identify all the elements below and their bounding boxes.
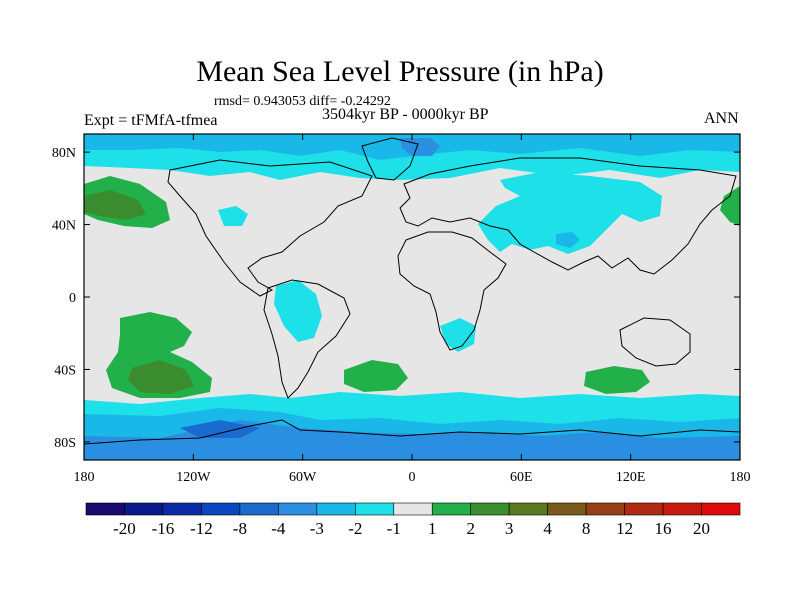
x-axis: 180 120W 60W 0 60E 120E 180 xyxy=(74,134,751,485)
y-tick-label: 0 xyxy=(69,291,76,306)
colorbar-label: 12 xyxy=(616,519,633,538)
y-tick-label: 40N xyxy=(52,219,76,234)
stats-text: rmsd= 0.943053 diff= -0.24292 xyxy=(214,94,391,109)
colorbar-label: 3 xyxy=(505,519,514,538)
colorbar-label: 16 xyxy=(655,519,672,538)
x-tick-label: 120W xyxy=(176,470,211,485)
colorbar: -20 -16 -12 -8 -4 -3 -2 -1 1 2 3 4 8 12 16 20 xyxy=(85,502,741,538)
x-tick-label: 60E xyxy=(510,470,533,485)
colorbar-swatch xyxy=(624,502,664,516)
x-tick-label: 120E xyxy=(616,470,646,485)
colorbar-label: -3 xyxy=(310,519,324,538)
colorbar-swatch xyxy=(547,502,587,516)
colorbar-label: 4 xyxy=(543,519,552,538)
colorbar-label: -2 xyxy=(348,519,362,538)
coast-greenland xyxy=(361,137,419,181)
coast-africa xyxy=(397,231,507,351)
colorbar-swatch xyxy=(162,502,202,516)
colorbar-swatch xyxy=(316,502,356,516)
colorbar-swatch xyxy=(85,502,125,516)
coast-australia xyxy=(619,317,691,367)
colorbar-label: 20 xyxy=(693,519,710,538)
experiment-label: Expt = tFMfA-tfmea xyxy=(84,112,218,129)
coast-north-america xyxy=(167,159,373,297)
x-tick-label: 180 xyxy=(74,470,95,485)
coast-eurasia xyxy=(399,157,737,275)
colorbar-swatch xyxy=(124,502,164,516)
colorbar-label: -4 xyxy=(271,519,286,538)
colorbar-label: -12 xyxy=(190,519,213,538)
region-south-pacific-core xyxy=(128,360,194,394)
colorbar-label: -1 xyxy=(387,519,401,538)
region-south-indian xyxy=(584,366,650,394)
y-tick-label: 80N xyxy=(52,146,76,161)
region-southern-africa xyxy=(440,318,476,352)
x-tick-label: 60W xyxy=(289,470,317,485)
coast-south-america xyxy=(263,279,351,399)
region-far-nw-pacific xyxy=(720,186,740,226)
colorbar-swatch xyxy=(662,502,702,516)
period-text: 3504kyr BP - 0000kyr BP xyxy=(322,106,489,123)
region-eurasia-core xyxy=(556,232,580,248)
colorbar-swatch xyxy=(239,502,279,516)
colorbar-label: -8 xyxy=(233,519,247,538)
coast-antarctica xyxy=(84,419,740,445)
y-axis: 80N 40N 0 40S 80S xyxy=(52,146,740,451)
region-antarctica-core xyxy=(180,420,260,438)
region-eurasia xyxy=(478,172,662,254)
region-south-atlantic xyxy=(344,360,408,392)
region-south-america xyxy=(274,280,322,342)
colorbar-label: 2 xyxy=(466,519,475,538)
colorbar-swatch xyxy=(508,502,548,516)
colorbar-label: -16 xyxy=(152,519,175,538)
y-tick-label: 80S xyxy=(54,436,76,451)
colorbar-swatch xyxy=(393,502,433,516)
coastlines xyxy=(84,137,740,445)
colorbar-swatch xyxy=(278,502,318,516)
colorbar-swatch xyxy=(470,502,510,516)
colorbar-label: 8 xyxy=(582,519,591,538)
x-tick-label: 180 xyxy=(730,470,751,485)
colorbar-swatch xyxy=(354,502,395,516)
map-field xyxy=(84,134,740,460)
season-label: ANN xyxy=(704,110,739,127)
colorbar-label: -20 xyxy=(113,519,136,538)
chart-title: Mean Sea Level Pressure (in hPa) xyxy=(196,55,604,88)
region-europe-patch xyxy=(218,206,248,226)
colorbar-swatch xyxy=(201,502,241,516)
x-tick-label: 0 xyxy=(409,470,416,485)
colorbar-label: 1 xyxy=(428,519,437,538)
colorbar-swatch xyxy=(701,502,741,516)
y-tick-label: 40S xyxy=(54,363,76,378)
region-north-pacific-core xyxy=(84,190,146,220)
colorbar-swatch xyxy=(431,502,472,516)
colorbar-swatch xyxy=(585,502,625,516)
